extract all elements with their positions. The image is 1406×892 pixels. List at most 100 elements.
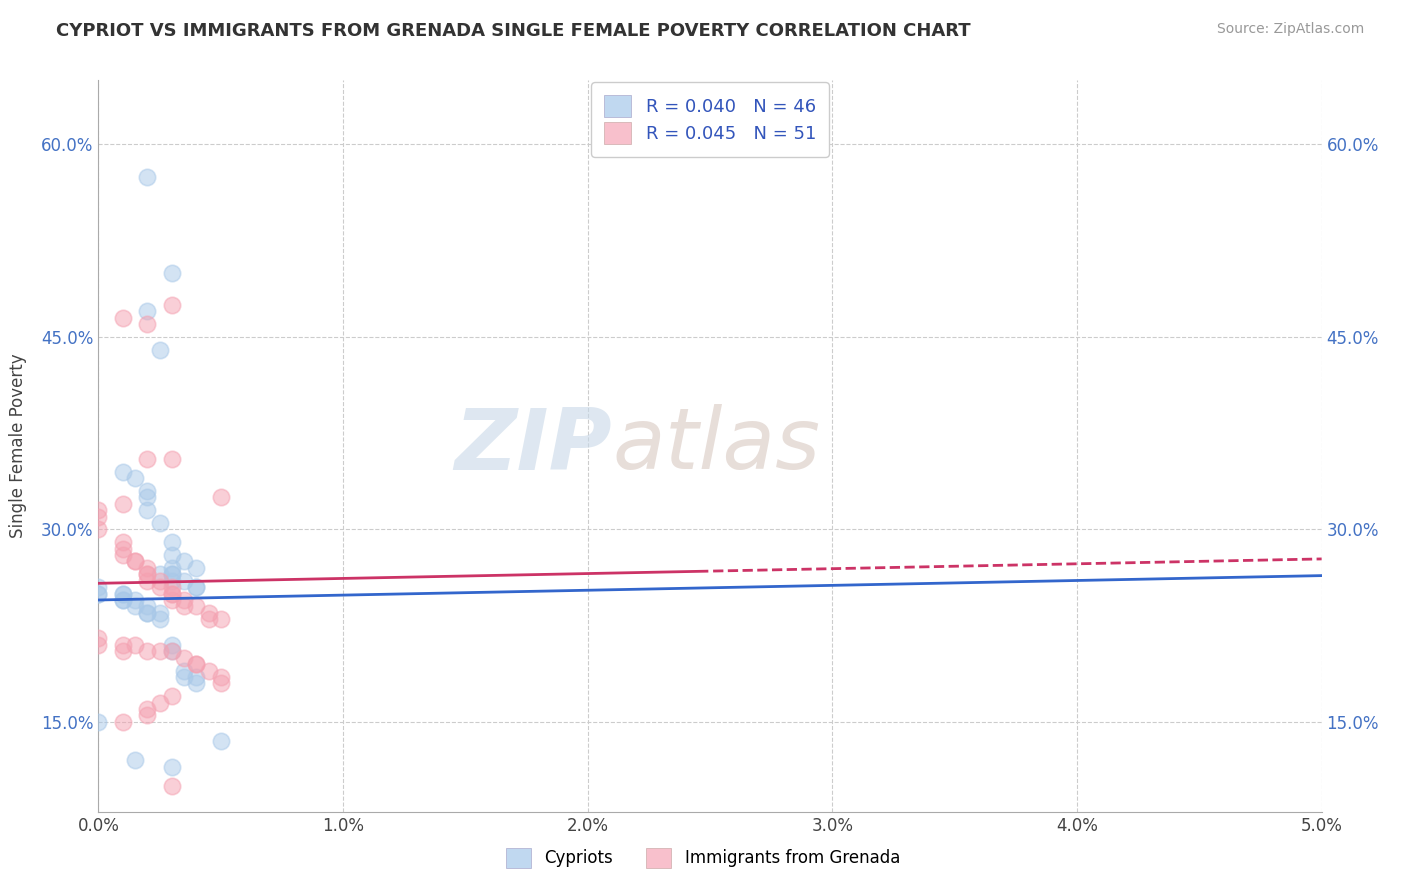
Point — [186, 580, 208, 594]
Point — [136, 169, 159, 184]
Point — [136, 567, 159, 582]
Point — [186, 561, 208, 575]
Point — [160, 644, 183, 658]
Point — [136, 491, 159, 505]
Point — [111, 535, 134, 549]
Point — [136, 483, 159, 498]
Point — [173, 599, 195, 614]
Point — [186, 657, 208, 672]
Point — [136, 702, 159, 716]
Point — [136, 574, 159, 588]
Point — [111, 497, 134, 511]
Legend: R = 0.040   N = 46, R = 0.045   N = 51: R = 0.040 N = 46, R = 0.045 N = 51 — [592, 82, 828, 157]
Point — [209, 491, 232, 505]
Point — [111, 586, 134, 600]
Point — [160, 779, 183, 793]
Point — [87, 632, 110, 646]
Point — [209, 734, 232, 748]
Point — [136, 317, 159, 331]
Point — [160, 548, 183, 562]
Point — [160, 760, 183, 774]
Point — [186, 676, 208, 690]
Point — [173, 650, 195, 665]
Point — [87, 523, 110, 537]
Point — [149, 574, 172, 588]
Point — [124, 753, 146, 767]
Point — [124, 554, 146, 568]
Point — [149, 612, 172, 626]
Point — [136, 708, 159, 723]
Point — [149, 644, 172, 658]
Point — [87, 509, 110, 524]
Point — [136, 503, 159, 517]
Point — [197, 612, 219, 626]
Point — [111, 638, 134, 652]
Point — [136, 567, 159, 582]
Point — [160, 561, 183, 575]
Point — [136, 561, 159, 575]
Point — [124, 554, 146, 568]
Point — [149, 516, 172, 530]
Point — [111, 586, 134, 600]
Point — [173, 593, 195, 607]
Point — [149, 606, 172, 620]
Point — [160, 638, 183, 652]
Point — [173, 664, 195, 678]
Point — [124, 471, 146, 485]
Legend: Cypriots, Immigrants from Grenada: Cypriots, Immigrants from Grenada — [499, 841, 907, 875]
Point — [186, 670, 208, 684]
Point — [149, 580, 172, 594]
Point — [124, 599, 146, 614]
Point — [149, 343, 172, 357]
Point — [87, 586, 110, 600]
Text: CYPRIOT VS IMMIGRANTS FROM GRENADA SINGLE FEMALE POVERTY CORRELATION CHART: CYPRIOT VS IMMIGRANTS FROM GRENADA SINGL… — [56, 22, 972, 40]
Point — [111, 548, 134, 562]
Point — [197, 664, 219, 678]
Point — [160, 298, 183, 312]
Point — [160, 690, 183, 704]
Point — [111, 644, 134, 658]
Point — [111, 714, 134, 729]
Point — [149, 567, 172, 582]
Point — [124, 638, 146, 652]
Point — [209, 670, 232, 684]
Point — [111, 593, 134, 607]
Point — [160, 586, 183, 600]
Point — [160, 580, 183, 594]
Point — [160, 535, 183, 549]
Point — [149, 696, 172, 710]
Point — [186, 657, 208, 672]
Point — [136, 304, 159, 318]
Point — [197, 606, 219, 620]
Point — [160, 644, 183, 658]
Point — [111, 541, 134, 556]
Point — [160, 567, 183, 582]
Point — [160, 567, 183, 582]
Point — [136, 599, 159, 614]
Point — [136, 606, 159, 620]
Point — [136, 644, 159, 658]
Text: atlas: atlas — [612, 404, 820, 488]
Text: Source: ZipAtlas.com: Source: ZipAtlas.com — [1216, 22, 1364, 37]
Point — [87, 638, 110, 652]
Point — [173, 670, 195, 684]
Point — [209, 612, 232, 626]
Point — [87, 580, 110, 594]
Text: ZIP: ZIP — [454, 404, 612, 488]
Point — [160, 266, 183, 280]
Point — [87, 586, 110, 600]
Point — [136, 451, 159, 466]
Point — [87, 503, 110, 517]
Point — [136, 606, 159, 620]
Point — [160, 451, 183, 466]
Point — [111, 465, 134, 479]
Point — [160, 593, 183, 607]
Point — [209, 676, 232, 690]
Point — [160, 586, 183, 600]
Y-axis label: Single Female Poverty: Single Female Poverty — [10, 354, 27, 538]
Point — [186, 580, 208, 594]
Point — [124, 593, 146, 607]
Point — [160, 574, 183, 588]
Point — [173, 574, 195, 588]
Point — [173, 554, 195, 568]
